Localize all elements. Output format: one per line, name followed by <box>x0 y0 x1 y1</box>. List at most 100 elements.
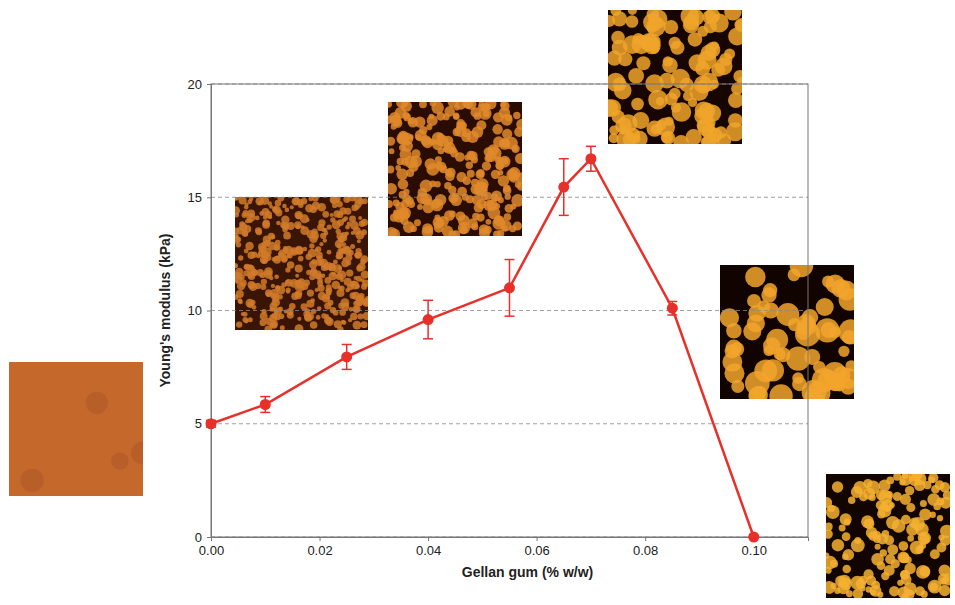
data-point <box>206 418 217 429</box>
micrograph-blob <box>265 289 272 296</box>
micrograph-blob <box>256 254 261 259</box>
micrograph-blob <box>875 544 881 550</box>
micrograph-blob <box>826 553 829 559</box>
data-point <box>667 303 678 314</box>
micrograph-blob <box>422 226 434 236</box>
micrograph-blob <box>398 131 408 141</box>
micrograph-blob <box>235 213 239 218</box>
x-axis: 0.000.020.040.060.080.10 <box>199 537 809 558</box>
micrograph-blob <box>745 371 770 396</box>
micrograph-blob <box>388 200 393 208</box>
micrograph-blob <box>515 181 522 188</box>
tick-label: 0 <box>195 530 202 545</box>
micrograph-blob <box>694 108 711 125</box>
error-cap <box>586 170 596 172</box>
micrograph-blob <box>724 363 744 383</box>
tick-label: 0.00 <box>199 543 224 558</box>
micrograph-blob <box>235 235 239 241</box>
micrograph-blob <box>349 216 356 223</box>
micrograph-blob <box>389 148 395 154</box>
micrograph-blob <box>295 274 299 278</box>
micrograph-blob <box>859 493 868 502</box>
micrograph-blob <box>316 315 321 320</box>
micrograph-blob <box>880 549 887 556</box>
micrograph-blob <box>289 303 296 310</box>
micrograph-blob <box>631 131 647 144</box>
micrograph-blob <box>251 269 258 276</box>
micrograph <box>826 474 950 598</box>
tick: 0.00 <box>199 537 224 558</box>
micrograph-blob <box>276 285 280 289</box>
micrograph-blob <box>724 48 735 59</box>
tick: 0.02 <box>307 537 332 558</box>
tick: 15 <box>188 190 211 205</box>
micrograph-blob <box>248 251 256 259</box>
micrograph-blob <box>730 342 744 356</box>
micrograph-blob <box>272 296 279 303</box>
micrograph-blob <box>388 165 394 173</box>
micrograph-blob <box>295 247 303 255</box>
micrograph-blob <box>334 320 342 328</box>
micrograph-blob <box>290 205 294 209</box>
micrograph-blob <box>726 323 742 339</box>
micrograph-blob <box>238 300 243 305</box>
micrograph-blob <box>281 256 288 263</box>
micrograph-blob <box>306 270 312 276</box>
micrograph-blob <box>431 199 444 212</box>
micrograph-blob <box>450 195 462 207</box>
micrograph-blob <box>339 309 346 316</box>
micrograph-blob <box>484 103 491 110</box>
micrograph-blob <box>295 264 303 272</box>
micrograph-blob <box>482 161 491 170</box>
micrograph-blob <box>280 222 287 229</box>
micrograph-blob <box>439 165 447 173</box>
error-cap <box>667 301 677 303</box>
micrograph-blob <box>358 293 365 300</box>
micrograph-blob <box>861 515 874 528</box>
micrograph-blob <box>842 330 854 344</box>
micrograph-blob <box>301 198 308 205</box>
micrograph-blob <box>336 229 341 234</box>
micrograph-blob <box>255 216 260 221</box>
micrograph-blob <box>877 561 886 570</box>
micrograph-blob <box>512 146 518 152</box>
micrograph-blob <box>322 228 326 232</box>
micrograph-blob <box>886 477 894 485</box>
chart: 0.000.020.040.060.080.1005101520Gellan g… <box>0 0 955 605</box>
micrograph-blob <box>268 215 272 219</box>
micrograph-blob <box>495 215 502 222</box>
micrograph-blob <box>503 186 512 195</box>
micrograph-blob <box>498 197 504 203</box>
micrograph-blob <box>344 208 351 215</box>
micrograph-blob <box>327 224 332 229</box>
micrograph-blob <box>434 223 444 233</box>
micrograph-blob <box>349 197 356 202</box>
micrograph-blob <box>239 221 245 227</box>
micrograph-blob <box>905 486 914 495</box>
micrograph-blob <box>943 491 950 500</box>
micrograph-blob <box>826 523 833 531</box>
axis-line <box>212 538 809 542</box>
micrograph-blob <box>20 469 43 492</box>
micrograph-blob <box>889 586 899 596</box>
micrograph-blob <box>355 252 361 258</box>
micrograph-blob <box>285 208 290 213</box>
micrograph-blob <box>338 286 342 290</box>
micrograph-blob <box>709 41 719 51</box>
micrograph-blob <box>450 147 456 153</box>
micrograph-blob <box>317 285 324 292</box>
micrograph-blob <box>647 23 657 33</box>
micrograph-blob <box>238 255 243 260</box>
micrograph-blob <box>275 240 281 246</box>
micrograph-blob <box>348 318 352 322</box>
micrograph-blob <box>919 566 930 577</box>
micrograph-blob <box>420 193 432 205</box>
micrograph-blob <box>916 565 930 579</box>
micrograph-blob <box>884 535 894 545</box>
micrograph-blob <box>248 317 253 322</box>
micrograph-blob <box>899 479 905 485</box>
micrograph-blob <box>255 197 264 206</box>
micrograph <box>720 265 854 399</box>
micrograph-blob <box>499 138 510 149</box>
micrograph-blob <box>297 317 301 321</box>
